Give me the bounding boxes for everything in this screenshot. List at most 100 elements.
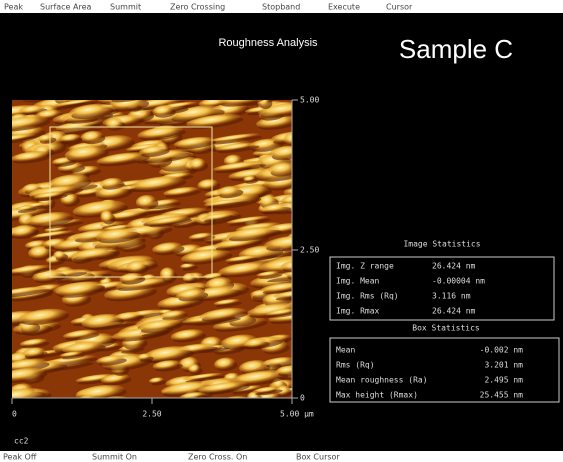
grain — [261, 203, 289, 213]
menu-item[interactable]: Surface Area — [40, 3, 92, 12]
window-title: Roughness Analysis — [218, 37, 318, 49]
stat-value: 26.424 nm — [432, 307, 476, 316]
grain — [243, 338, 268, 348]
grain — [81, 313, 122, 329]
grain — [213, 299, 240, 306]
grain — [188, 232, 213, 240]
grain — [179, 391, 206, 398]
stat-label: Img. Z range — [336, 262, 394, 271]
grain — [62, 341, 104, 354]
grain — [263, 357, 292, 366]
status-item: Box Cursor — [296, 453, 340, 462]
x-tick-label: 5.00 µm — [280, 410, 314, 419]
y-tick-label: 5.00 — [300, 96, 319, 105]
shadow — [36, 194, 68, 201]
panel-title: Image Statistics — [403, 240, 480, 249]
menu-item[interactable]: Cursor — [386, 3, 413, 12]
grain — [226, 226, 280, 240]
grain — [99, 177, 123, 188]
grain — [258, 193, 277, 208]
box-stats-box — [329, 337, 560, 403]
grain — [188, 363, 201, 374]
grain — [239, 360, 268, 374]
shadow — [97, 345, 122, 352]
x-tick-label: 0 — [12, 410, 17, 419]
grain — [119, 272, 143, 283]
grain — [106, 210, 145, 220]
shadow — [182, 395, 208, 398]
grain — [152, 360, 181, 370]
stat-value: -0.002 nm — [480, 346, 524, 355]
box-cursor[interactable] — [49, 126, 213, 278]
grain — [160, 381, 215, 395]
grain — [12, 286, 48, 296]
grain — [143, 346, 192, 362]
shadow — [210, 136, 263, 145]
shadow — [32, 233, 76, 241]
grain — [275, 365, 292, 375]
afm-image — [12, 100, 292, 398]
grain — [100, 210, 114, 224]
grain — [186, 113, 242, 127]
grain — [246, 303, 292, 317]
stat-label: Img. Rms (Rq) — [336, 292, 399, 301]
panel-title: Box Statistics — [412, 324, 480, 333]
stat-label: Mean — [336, 346, 355, 355]
image-stats-box — [329, 256, 555, 321]
grain — [74, 188, 104, 196]
shadow — [111, 100, 147, 103]
stat-value: 25.455 nm — [480, 391, 524, 400]
stat-label: Img. Mean — [336, 277, 380, 286]
menu-item[interactable]: Summit — [110, 3, 141, 12]
menu-item[interactable]: Zero Crossing — [170, 3, 225, 12]
menu-item[interactable]: Stopband — [262, 3, 300, 12]
y-tick-label: 0 — [300, 394, 305, 403]
shadow — [228, 218, 272, 226]
status-bar — [0, 451, 563, 462]
grain — [63, 329, 98, 339]
grain — [230, 370, 287, 385]
grain — [12, 387, 44, 398]
stat-value: -0.00004 nm — [432, 277, 485, 286]
grain — [146, 215, 190, 226]
grain — [216, 185, 241, 197]
grain — [12, 358, 48, 371]
grain — [152, 105, 174, 117]
grain — [140, 149, 190, 162]
grain — [22, 347, 46, 357]
sample-label: Sample C — [399, 34, 513, 64]
grain — [283, 131, 292, 145]
grain — [12, 133, 36, 142]
grain — [53, 250, 66, 260]
stat-value: 3.201 nm — [484, 361, 523, 370]
grain — [181, 248, 231, 263]
grain — [126, 260, 147, 273]
grain — [12, 151, 50, 162]
grain — [12, 367, 45, 382]
grain — [159, 267, 175, 282]
status-item: Peak Off — [3, 453, 37, 462]
grain — [268, 310, 292, 322]
grain — [208, 133, 260, 143]
grain — [173, 136, 214, 148]
grain — [182, 372, 223, 380]
grain — [135, 194, 157, 209]
grain — [72, 200, 126, 217]
grain — [55, 120, 98, 131]
shadow — [227, 258, 261, 265]
shadow — [275, 293, 292, 301]
grain — [280, 260, 292, 271]
menu-item[interactable]: Execute — [328, 3, 360, 12]
menu-item[interactable]: Peak — [4, 3, 23, 12]
x-tick-label: 2.50 — [142, 410, 161, 419]
stat-label: Rms (Rq) — [336, 361, 375, 370]
grain — [15, 205, 35, 211]
grain — [96, 152, 148, 165]
shadow — [215, 302, 243, 308]
grain — [59, 133, 80, 142]
shadow — [141, 331, 171, 337]
grain — [70, 247, 116, 260]
grain — [137, 126, 184, 139]
shadow — [255, 389, 283, 396]
